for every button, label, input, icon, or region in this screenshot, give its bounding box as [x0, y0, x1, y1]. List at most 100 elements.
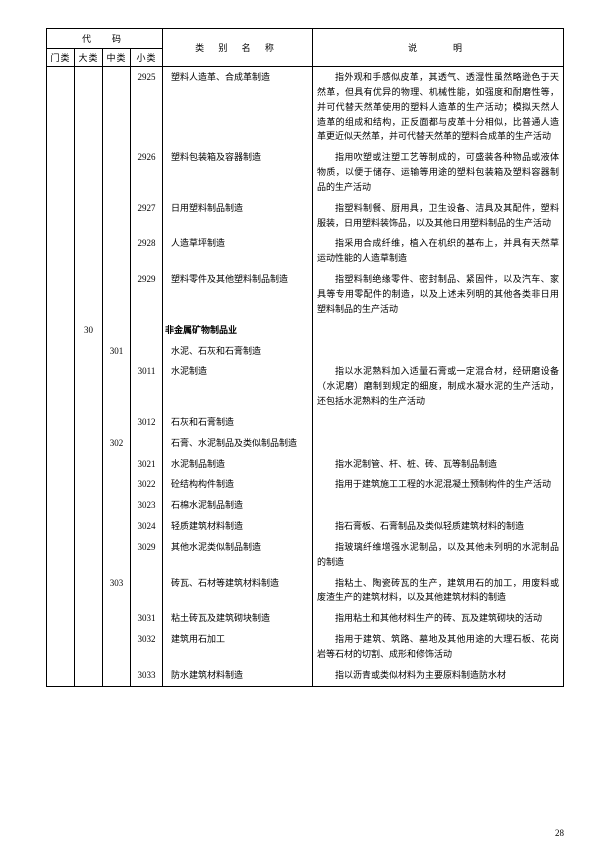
category-name: 人造草坪制造 [163, 233, 313, 269]
code-c1 [47, 67, 75, 148]
header-zhonglei: 中类 [103, 49, 131, 67]
category-desc: 指外观和手感似皮革，其透气、透湿性虽然略逊色于天然革，但具有优异的物理、机械性能… [313, 67, 564, 148]
code-c3 [103, 320, 131, 341]
category-desc: 指用于建筑、筑路、墓地及其他用途的大理石板、花岗岩等石材的切割、成形和修饰活动 [313, 629, 564, 665]
code-c2 [75, 665, 103, 686]
category-desc: 指以沥青或类似材料为主要原料制造防水材 [313, 665, 564, 686]
code-c3 [103, 665, 131, 686]
code-c3 [103, 608, 131, 629]
category-desc [313, 341, 564, 362]
category-desc: 指塑料制餐、厨用具，卫生设备、洁具及其配件，塑料服装，日用塑料装饰品，以及其他日… [313, 198, 564, 234]
category-name: 非金属矿物制品业 [163, 320, 313, 341]
code-c4 [131, 433, 163, 454]
category-name: 轻质建筑材料制造 [163, 516, 313, 537]
code-c1 [47, 573, 75, 609]
code-c3 [103, 537, 131, 573]
category-name: 日用塑料制品制造 [163, 198, 313, 234]
category-desc: 指水泥制管、杆、桩、砖、瓦等制品制造 [313, 454, 564, 475]
code-c3 [103, 198, 131, 234]
code-c1 [47, 269, 75, 320]
code-c2 [75, 608, 103, 629]
code-c2: 30 [75, 320, 103, 341]
category-name: 石膏、水泥制品及类似制品制造 [163, 433, 313, 454]
code-c3 [103, 269, 131, 320]
code-c2 [75, 269, 103, 320]
code-c4: 3011 [131, 361, 163, 412]
code-c2 [75, 537, 103, 573]
category-desc: 指塑料制绝缘零件、密封制品、紧固件，以及汽车、家具等专用零配件的制造，以及上述未… [313, 269, 564, 320]
code-c2 [75, 433, 103, 454]
category-desc: 指以水泥熟料加入适量石膏或一定混合材，经研磨设备（水泥磨）磨制到规定的细度，制成… [313, 361, 564, 412]
code-c3: 301 [103, 341, 131, 362]
code-c1 [47, 361, 75, 412]
code-c4: 3024 [131, 516, 163, 537]
category-name: 石棉水泥制品制造 [163, 495, 313, 516]
header-xiaolei: 小类 [131, 49, 163, 67]
code-c2 [75, 412, 103, 433]
code-c2 [75, 361, 103, 412]
category-desc [313, 412, 564, 433]
category-name: 粘土砖瓦及建筑砌块制造 [163, 608, 313, 629]
code-c1 [47, 412, 75, 433]
code-c3 [103, 361, 131, 412]
code-c1 [47, 537, 75, 573]
category-name: 塑料零件及其他塑料制品制造 [163, 269, 313, 320]
code-c1 [47, 147, 75, 198]
category-name: 塑料人造革、合成革制造 [163, 67, 313, 148]
category-name: 砖瓦、石材等建筑材料制造 [163, 573, 313, 609]
code-c1 [47, 665, 75, 686]
code-c1 [47, 198, 75, 234]
category-name: 其他水泥类似制品制造 [163, 537, 313, 573]
category-desc [313, 433, 564, 454]
code-c2 [75, 573, 103, 609]
header-dalei: 大类 [75, 49, 103, 67]
category-name: 水泥、石灰和石膏制造 [163, 341, 313, 362]
category-name: 砼结构构件制造 [163, 474, 313, 495]
code-c2 [75, 67, 103, 148]
code-c1 [47, 341, 75, 362]
code-c3 [103, 67, 131, 148]
code-c3 [103, 233, 131, 269]
page-number: 28 [555, 828, 564, 838]
code-c1 [47, 629, 75, 665]
code-c2 [75, 516, 103, 537]
code-c3 [103, 495, 131, 516]
header-code: 代 码 [47, 29, 163, 49]
code-c2 [75, 495, 103, 516]
category-desc: 指石膏板、石膏制品及类似轻质建筑材料的制造 [313, 516, 564, 537]
code-c1 [47, 474, 75, 495]
header-menlei: 门类 [47, 49, 75, 67]
code-c3 [103, 629, 131, 665]
code-c4: 2929 [131, 269, 163, 320]
code-c3: 302 [103, 433, 131, 454]
category-name: 防水建筑材料制造 [163, 665, 313, 686]
code-c1 [47, 608, 75, 629]
code-c4: 3023 [131, 495, 163, 516]
code-c3 [103, 412, 131, 433]
header-name: 类 别 名 称 [163, 29, 313, 67]
category-desc: 指用粘土和其他材料生产的砖、瓦及建筑砌块的活动 [313, 608, 564, 629]
category-desc: 指用于建筑施工工程的水泥混凝土预制构件的生产活动 [313, 474, 564, 495]
code-c2 [75, 147, 103, 198]
code-c1 [47, 495, 75, 516]
code-c4 [131, 341, 163, 362]
code-c2 [75, 198, 103, 234]
code-c2 [75, 454, 103, 475]
code-c3 [103, 454, 131, 475]
header-desc: 说 明 [313, 29, 564, 67]
code-c1 [47, 233, 75, 269]
code-c1 [47, 320, 75, 341]
code-c4: 3022 [131, 474, 163, 495]
code-c3 [103, 516, 131, 537]
code-c1 [47, 433, 75, 454]
code-c2 [75, 474, 103, 495]
category-desc: 指采用合成纤维，植入在机织的基布上，并具有天然草运动性能的人造草制造 [313, 233, 564, 269]
category-desc [313, 495, 564, 516]
code-c2 [75, 233, 103, 269]
code-c4: 2926 [131, 147, 163, 198]
code-c4: 3031 [131, 608, 163, 629]
code-c4: 3012 [131, 412, 163, 433]
category-desc [313, 320, 564, 341]
code-c4 [131, 573, 163, 609]
code-c4: 2925 [131, 67, 163, 148]
